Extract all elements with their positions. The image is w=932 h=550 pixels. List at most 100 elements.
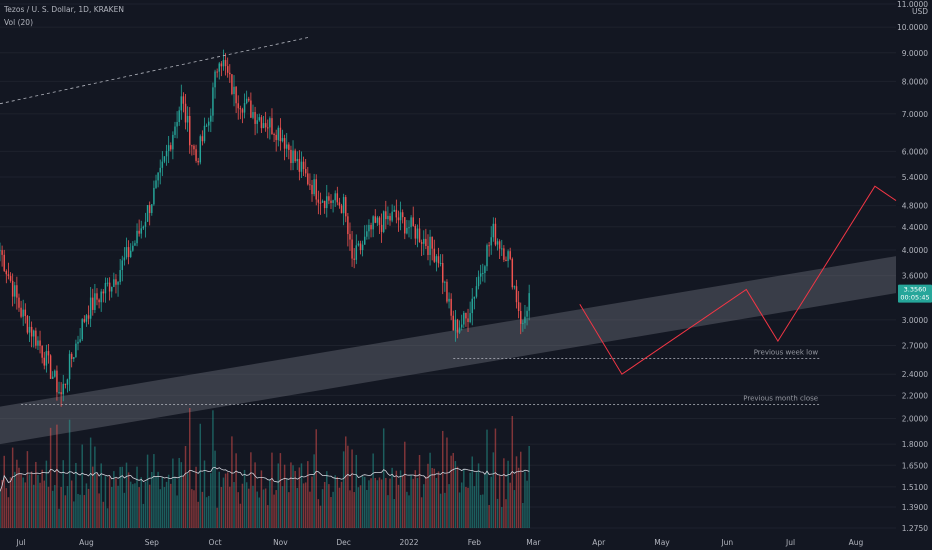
price-tick-label: 4.8000 — [902, 202, 928, 211]
volume-bar — [304, 482, 307, 528]
time-tick-label: Aug — [79, 538, 94, 547]
volume-bar — [136, 466, 138, 528]
candle-body — [39, 340, 41, 346]
candle-body — [106, 282, 109, 284]
support-channel-band — [0, 256, 896, 445]
volume-bar — [490, 476, 492, 528]
candle-body — [290, 149, 292, 164]
volume-bar — [178, 457, 180, 528]
volume-bar — [507, 460, 509, 528]
volume-bar — [35, 461, 37, 528]
candle-body — [528, 293, 530, 311]
volume-bar — [397, 484, 400, 528]
candle-body — [330, 200, 332, 203]
volume-bar — [281, 486, 284, 528]
volume-bar — [412, 478, 414, 528]
volume-bar — [205, 497, 208, 528]
volume-bar — [427, 463, 429, 528]
volume-bar — [418, 454, 421, 528]
candle-body — [75, 343, 77, 358]
volume-bar — [28, 474, 31, 528]
candle-body — [467, 318, 469, 323]
time-tick-label: Jul — [16, 538, 26, 547]
price-tick-label: 1.6500 — [902, 461, 928, 470]
candle-body — [264, 123, 267, 128]
volume-bar — [231, 436, 233, 528]
volume-bar — [298, 467, 301, 528]
volume-bar — [458, 492, 461, 528]
price-axis[interactable]: 11.0000 10.0000 9.0000 8.0000 7.0000 6.0000 5.… — [897, 0, 932, 533]
candle-body — [465, 312, 467, 319]
volume-bar — [92, 466, 94, 528]
candle-body — [193, 145, 195, 150]
volume-bar — [353, 492, 355, 528]
candle-body — [239, 108, 242, 110]
candle-body — [505, 259, 507, 262]
candle-body — [458, 327, 461, 333]
volume-bar — [290, 462, 292, 528]
volume-bar — [207, 495, 210, 528]
volume-bar — [212, 410, 214, 528]
candle-body — [336, 193, 339, 203]
volume-bar — [522, 502, 524, 528]
time-axis[interactable]: Jul Aug Sep Oct Nov Dec 2022 Feb Mar Apr May Jun Jul… — [16, 538, 864, 547]
candle-body — [271, 118, 273, 135]
volume-bar — [235, 453, 237, 528]
candle-body — [498, 241, 501, 249]
volume-bar — [385, 477, 387, 528]
volume-bar — [62, 460, 64, 528]
volume-bar — [108, 476, 111, 528]
volume-bar — [372, 453, 374, 528]
candle-body — [165, 150, 168, 157]
candle-body — [140, 228, 142, 234]
volume-bar — [283, 464, 286, 528]
candle-body — [207, 121, 210, 126]
candle-body — [519, 311, 522, 324]
volume-bar — [176, 495, 178, 528]
volume-bar — [503, 458, 505, 528]
time-tick-label: Jun — [720, 538, 733, 547]
candle-body — [298, 158, 301, 172]
volume-bar — [368, 480, 370, 528]
volume-bar — [140, 477, 142, 528]
volume-bar — [498, 475, 501, 528]
candle-body — [353, 258, 355, 260]
candle-body — [94, 293, 96, 310]
volume-bar — [277, 463, 280, 528]
candle-body — [115, 279, 117, 285]
candle-body — [482, 273, 484, 275]
volume-bar — [488, 505, 490, 528]
candle-body — [283, 138, 286, 149]
volume-bar — [425, 476, 427, 528]
volume-bar — [357, 487, 360, 528]
symbol-title: Tezos / U. S. Dollar, 1D, KRAKEN — [4, 5, 124, 14]
candle-body — [406, 227, 408, 234]
candle-body — [220, 63, 223, 67]
volume-bar — [340, 481, 343, 528]
volume-bar — [64, 495, 67, 528]
volume-bar — [241, 483, 244, 528]
candle-body — [389, 215, 391, 221]
candle-body — [372, 216, 374, 230]
price-tick-label: 1.8000 — [902, 440, 928, 449]
volume-bar — [201, 491, 204, 528]
candle-body — [224, 60, 227, 67]
time-tick-label: Apr — [592, 538, 606, 547]
volume-bar — [406, 491, 408, 528]
volume-bar — [161, 476, 164, 528]
candle-body — [18, 297, 20, 308]
candle-body — [349, 234, 351, 240]
volume-bar — [288, 492, 290, 528]
candle-body — [319, 202, 322, 204]
volume-bar — [380, 479, 383, 528]
candle-body — [28, 326, 31, 333]
candle-body — [132, 245, 134, 251]
volume-bar — [326, 471, 328, 528]
volume-bar — [165, 481, 168, 528]
candle-body — [448, 298, 450, 302]
volume-bar — [473, 486, 476, 528]
volume-bar — [505, 499, 507, 528]
volume-bar — [106, 508, 109, 528]
candle-body — [123, 257, 126, 261]
